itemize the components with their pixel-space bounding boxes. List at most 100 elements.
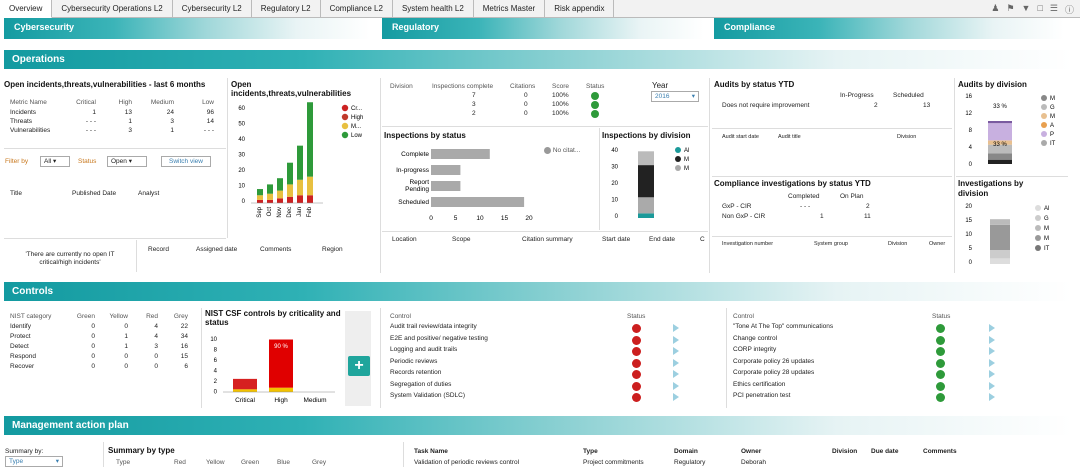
table-row[interactable]: Recover 0 0 0 6 (10, 363, 195, 370)
list-item[interactable]: System Validation (SDLC) (390, 392, 700, 404)
tab-overview[interactable]: Overview (0, 0, 53, 18)
incident-bar[interactable] (277, 178, 283, 191)
year-select[interactable]: 2016 ▾ (651, 91, 699, 102)
user-icon[interactable]: ♟ (991, 3, 1000, 13)
play-icon[interactable] (673, 347, 679, 355)
table-row[interactable]: Vulnerabilities - - - 3 1 - - - (10, 127, 220, 134)
incident-bar[interactable] (297, 145, 303, 180)
investigation-bar-segment[interactable] (990, 219, 1010, 225)
play-icon[interactable] (989, 335, 995, 344)
cybersecurity-band[interactable]: Cybersecurity (4, 18, 370, 39)
list-item[interactable]: Change control (733, 335, 1023, 347)
incident-bar[interactable] (307, 102, 313, 177)
list-item[interactable]: Logging and audit trails (390, 346, 700, 358)
add-button[interactable]: + (348, 356, 370, 376)
incident-bar[interactable] (287, 196, 293, 203)
division-bar-segment[interactable] (638, 165, 654, 198)
filter-select[interactable]: All ▾ (40, 156, 70, 167)
compliance-band[interactable]: Compliance (714, 18, 1064, 39)
list-item[interactable]: Records retention (390, 369, 700, 381)
table-row[interactable]: 2 0 100% (390, 110, 645, 119)
play-icon[interactable] (673, 358, 679, 367)
table-row[interactable]: Respond 0 0 0 15 (10, 353, 195, 360)
incident-bar[interactable] (297, 179, 303, 196)
play-icon[interactable] (673, 370, 679, 378)
play-icon[interactable] (673, 324, 679, 332)
play-icon[interactable] (989, 358, 995, 367)
incident-bar[interactable] (277, 190, 283, 199)
incident-bar[interactable] (267, 184, 273, 194)
table-row[interactable]: 3 0 100% (390, 101, 645, 110)
filter-icon[interactable]: ▼ (1021, 3, 1031, 13)
incident-bar[interactable] (287, 184, 293, 197)
status-select[interactable]: Open ▾ (107, 156, 147, 167)
nist-bar-critical[interactable] (233, 378, 257, 390)
audit-bar-segment[interactable] (988, 144, 1012, 154)
select-icon[interactable]: □ (1037, 3, 1043, 13)
play-icon[interactable] (989, 324, 995, 332)
inspection-status-bar[interactable] (431, 149, 490, 159)
incident-bar[interactable] (267, 199, 273, 203)
incident-bar[interactable] (307, 176, 313, 196)
table-row[interactable]: Validation of periodic reviews control P… (414, 459, 832, 466)
incident-bar[interactable] (267, 193, 273, 200)
list-item[interactable]: CORP integrity (733, 346, 1023, 358)
table-row[interactable]: Protect 0 1 4 34 (10, 333, 195, 340)
incident-bar[interactable] (257, 189, 263, 196)
inspection-status-bar[interactable] (431, 181, 461, 191)
tab-metrics[interactable]: Metrics Master (474, 0, 546, 18)
nist-bar-high[interactable] (269, 387, 293, 392)
switch-view-button[interactable]: Switch view (161, 156, 211, 167)
audit-bar-segment[interactable] (988, 159, 1012, 164)
play-icon[interactable] (989, 370, 995, 378)
list-item[interactable]: Corporate policy 28 updates (733, 369, 1023, 381)
incident-bar[interactable] (257, 199, 263, 203)
help-icon[interactable]: ⓘ (1064, 5, 1074, 15)
list-item[interactable]: "Tone At The Top" communications (733, 323, 1023, 335)
regulatory-band[interactable]: Regulatory (382, 18, 704, 39)
list-item[interactable]: PCI penetration test (733, 392, 1023, 404)
play-icon[interactable] (673, 381, 679, 390)
table-row[interactable]: Identify 0 0 4 22 (10, 323, 195, 330)
audit-bar-segment[interactable] (988, 153, 1012, 160)
list-item[interactable]: E2E and positive/ negative testing (390, 335, 700, 347)
play-icon[interactable] (989, 347, 995, 355)
list-item[interactable]: Ethics certification (733, 381, 1023, 393)
table-row[interactable]: Incidents 1 13 24 96 (10, 109, 220, 116)
incident-bar[interactable] (257, 195, 263, 200)
list-item[interactable]: Audit trail review/data integrity (390, 323, 700, 335)
division-bar-segment[interactable] (638, 213, 654, 218)
tab-cyber-ops[interactable]: Cybersecurity Operations L2 (52, 0, 173, 18)
incident-bar[interactable] (297, 195, 303, 203)
audit-bar-segment[interactable] (988, 140, 1012, 145)
inspection-status-bar[interactable] (431, 165, 461, 175)
tab-regulatory[interactable]: Regulatory L2 (252, 0, 321, 18)
incident-bar[interactable] (287, 162, 293, 185)
list-item[interactable]: Segregation of duties (390, 381, 700, 393)
tab-compliance[interactable]: Compliance L2 (321, 0, 393, 18)
incident-bar[interactable] (307, 195, 313, 203)
play-icon[interactable] (673, 335, 679, 344)
play-icon[interactable] (989, 381, 995, 390)
play-icon[interactable] (989, 393, 995, 401)
division-bar-segment[interactable] (638, 151, 654, 166)
bookmark-icon[interactable]: ⚑ (1006, 3, 1015, 13)
audit-bar-segment[interactable] (988, 123, 1012, 141)
tab-risk[interactable]: Risk appendix (545, 0, 615, 18)
division-bar-segment[interactable] (638, 197, 654, 214)
nist-bar-high[interactable] (269, 339, 293, 388)
list-item[interactable]: Corporate policy 26 updates (733, 358, 1023, 370)
investigation-bar-segment[interactable] (990, 250, 1010, 259)
table-row[interactable]: Threats - - - 1 3 14 (10, 118, 220, 125)
nist-bar-critical[interactable] (233, 389, 257, 392)
table-row[interactable]: Detect 0 1 3 16 (10, 343, 195, 350)
summary-by-select[interactable]: Type ▾ (5, 456, 63, 467)
investigation-bar-segment[interactable] (990, 258, 1010, 264)
tab-system-health[interactable]: System health L2 (393, 0, 474, 18)
audit-bar-segment[interactable] (988, 121, 1012, 124)
menu-icon[interactable]: ☰ (1049, 3, 1058, 13)
table-row[interactable]: 7 0 100% (390, 92, 645, 101)
investigation-bar-segment[interactable] (990, 224, 1010, 250)
play-icon[interactable] (673, 393, 679, 401)
list-item[interactable]: Periodic reviews (390, 358, 700, 370)
